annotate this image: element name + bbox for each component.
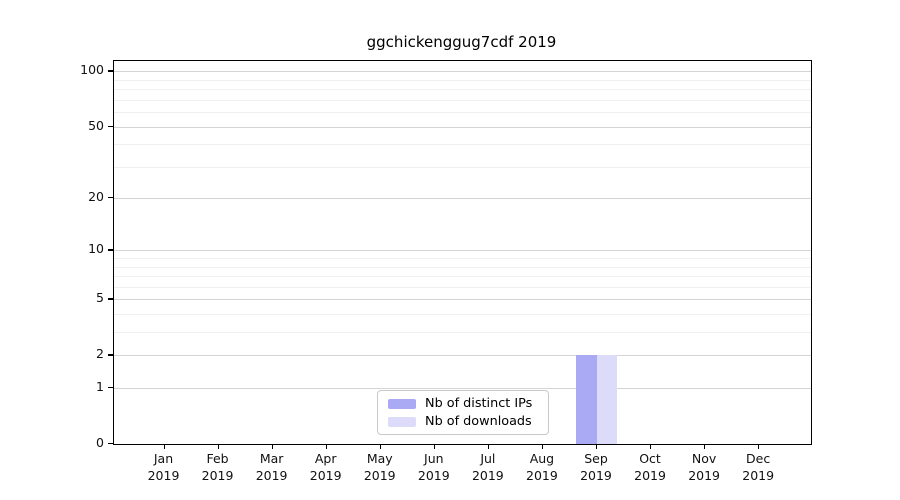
y-tick-label: 20 bbox=[88, 189, 104, 205]
x-tick-year: 2019 bbox=[742, 468, 775, 483]
x-tick-label: May 2019 bbox=[350, 450, 410, 484]
y-tick-mark bbox=[108, 70, 113, 72]
x-tick-label: Jan 2019 bbox=[134, 450, 194, 484]
minor-gridline bbox=[114, 112, 811, 114]
legend-label-distinct-ips: Nb of distinct IPs bbox=[425, 396, 533, 411]
minor-gridline bbox=[114, 332, 811, 334]
y-tick-mark bbox=[108, 125, 113, 127]
y-tick-label: 1 bbox=[96, 379, 104, 395]
x-tick-mark bbox=[433, 444, 435, 449]
x-tick-month: Jul bbox=[480, 451, 496, 466]
x-tick-year: 2019 bbox=[526, 468, 558, 483]
x-tick-mark bbox=[595, 444, 598, 449]
legend-swatch-downloads bbox=[388, 416, 416, 427]
x-tick-mark bbox=[271, 444, 273, 449]
x-tick-year: 2019 bbox=[363, 468, 396, 483]
x-tick-mark bbox=[704, 444, 706, 449]
legend: Nb of distinct IPs Nb of downloads bbox=[377, 390, 549, 435]
x-tick-year: 2019 bbox=[309, 468, 342, 483]
x-tick-label: Aug 2019 bbox=[512, 450, 572, 484]
y-tick-mark bbox=[108, 354, 113, 356]
x-tick-year: 2019 bbox=[471, 468, 504, 483]
minor-gridline bbox=[114, 276, 811, 278]
x-tick-mark bbox=[217, 444, 219, 449]
legend-item-distinct-ips: Nb of distinct IPs bbox=[378, 396, 548, 411]
x-tick-month: Dec bbox=[746, 451, 771, 466]
major-gridline bbox=[114, 355, 811, 357]
x-tick-month: Apr bbox=[314, 451, 337, 466]
x-tick-month: Oct bbox=[639, 451, 661, 466]
minor-gridline bbox=[114, 144, 811, 146]
chart-title: ggchickenggug7cdf 2019 bbox=[366, 33, 557, 51]
x-tick-label: Sep 2019 bbox=[566, 450, 626, 484]
minor-gridline bbox=[114, 89, 811, 91]
x-tick-year: 2019 bbox=[634, 468, 666, 483]
major-gridline bbox=[114, 250, 811, 252]
minor-gridline bbox=[114, 166, 811, 168]
x-tick-month: Mar bbox=[259, 451, 284, 466]
x-tick-month: Aug bbox=[529, 451, 555, 466]
x-tick-year: 2019 bbox=[417, 468, 450, 483]
x-tick-label: Oct 2019 bbox=[620, 450, 680, 484]
x-tick-year: 2019 bbox=[201, 468, 234, 483]
y-tick-label: 2 bbox=[96, 346, 104, 362]
x-tick-label: Feb 2019 bbox=[188, 450, 248, 484]
y-tick-label: 50 bbox=[88, 117, 104, 133]
bar-nb-of-distinct-ips bbox=[576, 355, 597, 444]
y-tick-mark bbox=[108, 387, 113, 389]
x-tick-mark bbox=[487, 444, 490, 449]
minor-gridline bbox=[114, 286, 811, 288]
x-tick-mark bbox=[325, 444, 327, 449]
legend-swatch-distinct-ips bbox=[388, 398, 416, 409]
x-tick-month: Jun bbox=[424, 451, 444, 466]
major-gridline bbox=[114, 198, 811, 200]
y-tick-mark bbox=[108, 443, 113, 445]
y-tick-label: 5 bbox=[96, 290, 104, 306]
major-gridline bbox=[114, 388, 811, 390]
minor-gridline bbox=[114, 99, 811, 101]
y-tick-mark bbox=[108, 197, 113, 199]
y-tick-mark bbox=[108, 298, 113, 300]
x-tick-mark bbox=[163, 444, 165, 449]
major-gridline bbox=[114, 71, 811, 73]
x-tick-label: Apr 2019 bbox=[296, 450, 356, 484]
major-gridline bbox=[114, 126, 811, 128]
x-tick-label: Dec 2019 bbox=[728, 450, 788, 484]
legend-item-downloads: Nb of downloads bbox=[378, 414, 548, 429]
bar-nb-of-downloads bbox=[596, 355, 618, 444]
x-tick-month: Jan bbox=[153, 451, 174, 466]
x-tick-label: Mar 2019 bbox=[242, 450, 302, 484]
x-tick-mark bbox=[650, 444, 652, 449]
plot-area bbox=[113, 60, 812, 445]
legend-label-downloads: Nb of downloads bbox=[425, 414, 532, 429]
minor-gridline bbox=[114, 258, 811, 260]
x-tick-year: 2019 bbox=[147, 468, 180, 483]
x-tick-year: 2019 bbox=[688, 468, 720, 483]
x-tick-mark bbox=[541, 444, 544, 449]
y-tick-mark bbox=[108, 249, 113, 251]
x-tick-year: 2019 bbox=[255, 468, 288, 483]
x-tick-month: Nov bbox=[691, 451, 717, 466]
minor-gridline bbox=[114, 266, 811, 268]
x-tick-label: Nov 2019 bbox=[674, 450, 734, 484]
x-tick-year: 2019 bbox=[580, 468, 612, 483]
x-tick-month: May bbox=[366, 451, 393, 466]
x-tick-label: Jul 2019 bbox=[458, 450, 518, 484]
x-tick-month: Sep bbox=[584, 451, 608, 466]
x-tick-mark bbox=[379, 444, 381, 449]
x-tick-mark bbox=[758, 444, 760, 449]
y-tick-label: 10 bbox=[88, 241, 104, 257]
major-gridline bbox=[114, 299, 811, 301]
minor-gridline bbox=[114, 314, 811, 316]
y-tick-label: 100 bbox=[80, 62, 104, 78]
y-tick-label: 0 bbox=[96, 435, 104, 450]
x-tick-month: Feb bbox=[206, 451, 229, 466]
minor-gridline bbox=[114, 79, 811, 81]
x-tick-label: Jun 2019 bbox=[404, 450, 464, 484]
